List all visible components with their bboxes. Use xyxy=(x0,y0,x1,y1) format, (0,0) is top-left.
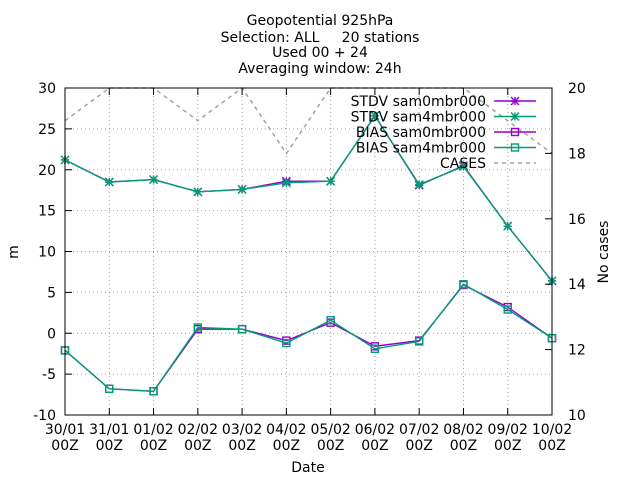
x-tick-label-time: 00Z xyxy=(494,438,521,454)
x-tick-label-time: 00Z xyxy=(228,438,255,454)
x-tick-label-time: 00Z xyxy=(140,438,167,454)
y2-tick-label: 10 xyxy=(568,408,586,424)
legend-marker xyxy=(510,143,520,152)
series-bias-sam4mbr000 xyxy=(60,280,557,396)
x-tick-label-time: 00Z xyxy=(273,438,300,454)
data-point xyxy=(326,315,335,325)
legend-label: CASES xyxy=(440,156,486,172)
series-bias-sam0mbr000 xyxy=(60,280,557,396)
series-line xyxy=(64,283,553,393)
x-tick-label-time: 00Z xyxy=(96,438,123,454)
y2-tick-label: 14 xyxy=(568,277,586,293)
legend-label: BIAS sam0mbr000 xyxy=(356,125,486,141)
legend-label: BIAS sam4mbr000 xyxy=(356,141,486,157)
y-tick-label: 15 xyxy=(38,204,56,220)
x-tick-label: 07/02 xyxy=(399,422,439,438)
y-tick-label: -10 xyxy=(33,408,56,424)
data-point xyxy=(149,387,158,396)
data-point xyxy=(105,384,114,394)
data-point xyxy=(104,177,114,187)
y2-tick-label: 16 xyxy=(568,212,586,228)
series-line xyxy=(64,284,553,393)
x-axis-label: Date xyxy=(291,460,324,476)
data-point xyxy=(149,175,159,185)
x-tick-label-time: 00Z xyxy=(538,438,565,454)
data-point xyxy=(193,323,203,332)
y-tick-label: 30 xyxy=(38,81,56,97)
data-point xyxy=(459,280,468,289)
legend-label: STDV sam4mbr000 xyxy=(351,110,486,126)
legend-marker xyxy=(510,96,520,106)
y-tick-label: 25 xyxy=(38,122,56,138)
data-point xyxy=(237,184,247,194)
x-tick-label-time: 00Z xyxy=(317,438,344,454)
x-tick-label: 01/02 xyxy=(133,422,173,438)
data-point xyxy=(503,221,513,231)
y-tick-label: 10 xyxy=(38,245,56,261)
x-tick-label: 05/02 xyxy=(310,422,350,438)
legend-marker xyxy=(510,112,520,121)
title-line-1: Geopotential 925hPa xyxy=(247,13,394,29)
data-point xyxy=(370,344,380,353)
title-line-3: Used 00 + 24 xyxy=(272,45,368,61)
data-point xyxy=(281,178,291,188)
data-point xyxy=(458,161,468,171)
chart-title: Geopotential 925hPa Selection: ALL 20 st… xyxy=(221,13,420,77)
x-tick-label: 10/02 xyxy=(532,422,572,438)
x-tick-label-time: 00Z xyxy=(184,438,211,454)
x-tick-label: 06/02 xyxy=(355,422,395,438)
title-line-2: Selection: ALL 20 stations xyxy=(221,30,420,46)
legend-label: STDV sam0mbr000 xyxy=(351,94,486,110)
y-tick-label: 5 xyxy=(47,285,56,301)
legend-item: STDV sam4mbr000 xyxy=(351,110,536,126)
x-tick-label: 08/02 xyxy=(443,422,483,438)
x-tick-label-time: 00Z xyxy=(450,438,477,454)
x-tick-label: 02/02 xyxy=(178,422,218,438)
data-point xyxy=(326,176,336,186)
x-tick-label-time: 00Z xyxy=(405,438,432,454)
y2-tick-label: 20 xyxy=(568,81,586,97)
title-line-4: Averaging window: 24h xyxy=(238,61,401,77)
data-point xyxy=(237,324,247,334)
x-tick-label-time: 00Z xyxy=(51,438,78,454)
data-point xyxy=(414,337,424,346)
x-tick-label: 03/02 xyxy=(222,422,262,438)
x-tick-label: 30/01 xyxy=(45,422,85,438)
data-point xyxy=(414,179,424,189)
axes: 30/0100Z31/0100Z01/0200Z02/0200Z03/0200Z… xyxy=(33,81,586,454)
data-point xyxy=(370,111,380,121)
x-tick-label: 09/02 xyxy=(488,422,528,438)
legend-marker xyxy=(510,127,520,137)
y-axis-label: m xyxy=(6,245,22,259)
y-tick-label: 20 xyxy=(38,163,56,179)
data-point xyxy=(193,187,203,197)
legend-item: BIAS sam0mbr000 xyxy=(356,125,536,141)
y2-tick-label: 12 xyxy=(568,343,586,359)
x-tick-label: 31/01 xyxy=(89,422,129,438)
y-tick-label: 0 xyxy=(47,326,56,342)
grid xyxy=(65,88,552,415)
legend-item: CASES xyxy=(440,156,536,172)
data-point xyxy=(503,305,512,314)
series-line xyxy=(64,114,553,282)
y2-tick-label: 18 xyxy=(568,146,586,162)
data-point xyxy=(282,338,291,348)
x-tick-label: 04/02 xyxy=(266,422,306,438)
legend-item: BIAS sam4mbr000 xyxy=(356,141,536,157)
legend-item: STDV sam0mbr000 xyxy=(351,94,536,110)
x-tick-label-time: 00Z xyxy=(361,438,388,454)
y2-axis-label: No cases xyxy=(596,221,612,284)
y-tick-label: -5 xyxy=(42,367,56,383)
